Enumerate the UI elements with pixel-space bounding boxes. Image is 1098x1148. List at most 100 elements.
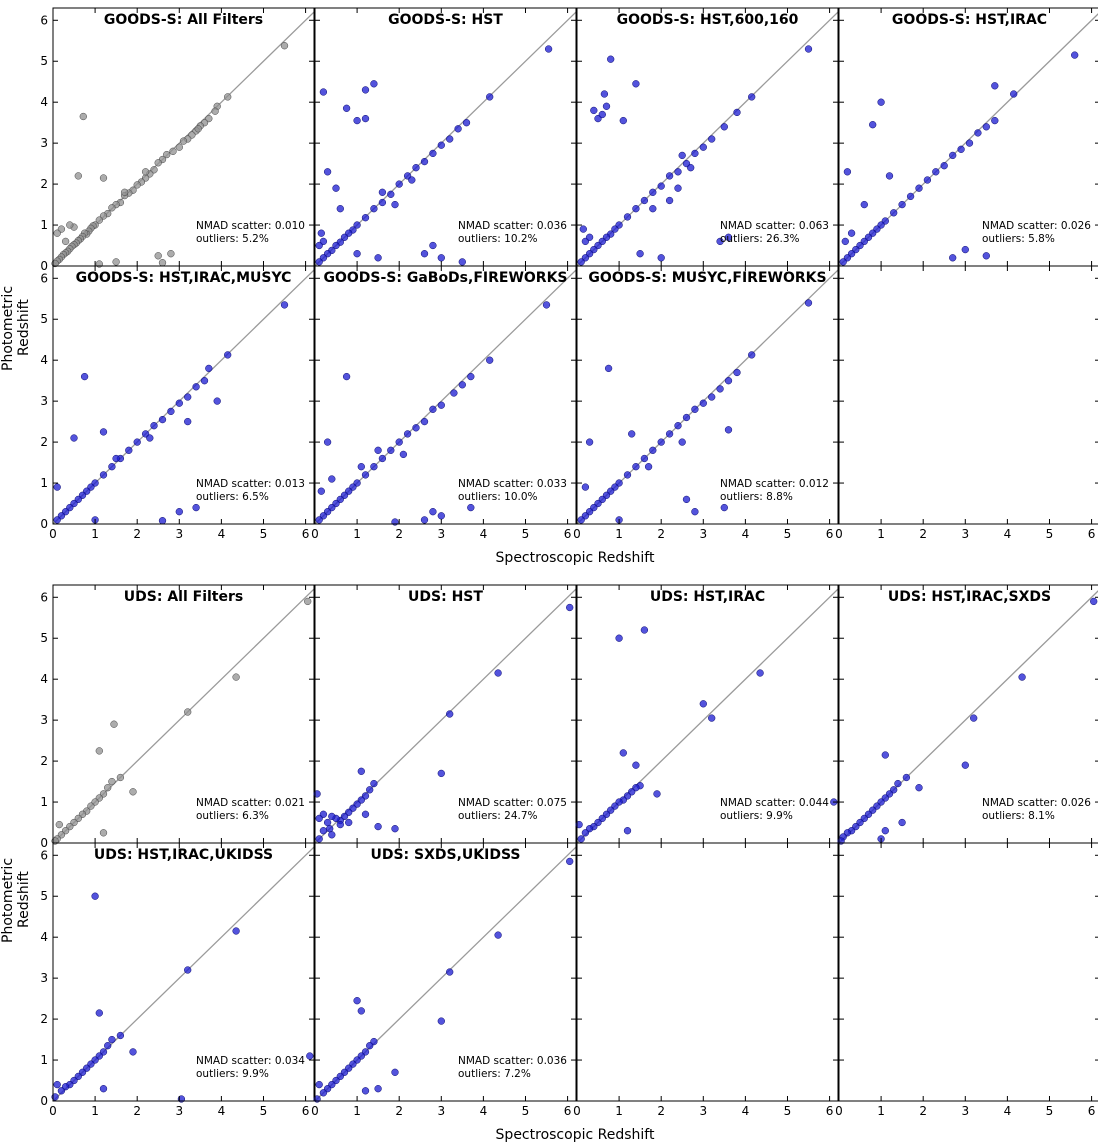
data-point xyxy=(110,720,118,728)
data-point xyxy=(133,181,141,189)
data-point xyxy=(623,827,632,835)
panel-frame xyxy=(576,842,839,1102)
data-point xyxy=(184,393,192,401)
data-point xyxy=(53,1080,61,1089)
data-point xyxy=(429,241,437,250)
data-point xyxy=(450,389,458,397)
uds-y-axis-label: Photometric Redshift xyxy=(0,857,32,943)
data-point xyxy=(1090,597,1098,606)
panel-title: GOODS-S: HST,IRAC,MUSYC xyxy=(76,270,292,286)
data-point xyxy=(53,516,61,524)
data-point xyxy=(615,634,623,642)
data-point xyxy=(125,446,133,454)
data-point xyxy=(129,788,137,796)
data-point xyxy=(429,149,437,158)
data-point xyxy=(99,829,108,837)
data-point xyxy=(99,428,108,436)
data-point xyxy=(915,784,923,792)
data-point xyxy=(387,190,395,198)
data-point xyxy=(353,221,361,229)
data-point xyxy=(353,997,361,1005)
data-point xyxy=(462,119,471,127)
data-point xyxy=(99,1085,108,1093)
x-tick-label: 3 xyxy=(437,1104,445,1118)
y-tick-label: 6 xyxy=(40,271,48,285)
panel-title: GOODS-S: All Filters xyxy=(104,12,263,28)
x-tick-label: 1 xyxy=(91,1104,99,1118)
x-tick-label: 1 xyxy=(877,527,885,541)
panel-title: GOODS-S: MUSYC,FIREWORKS xyxy=(588,270,826,286)
outliers-label: outliers: 8.8% xyxy=(720,491,793,503)
data-point xyxy=(395,180,403,188)
data-point xyxy=(619,116,627,125)
x-tick-label: 2 xyxy=(395,1104,403,1118)
data-point xyxy=(1010,90,1018,98)
data-point xyxy=(467,372,475,381)
data-point xyxy=(403,430,412,438)
y-tick-label: 0 xyxy=(40,1094,48,1108)
data-point xyxy=(70,434,78,442)
data-point xyxy=(748,351,756,359)
data-point xyxy=(361,471,370,479)
x-tick-label: 0 xyxy=(311,1104,319,1118)
data-point xyxy=(577,516,585,524)
data-point xyxy=(192,383,200,391)
y-tick-label: 6 xyxy=(40,848,48,862)
nmad-scatter-label: NMAD scatter: 0.036 xyxy=(458,220,567,232)
data-point xyxy=(566,857,574,866)
data-point xyxy=(99,174,108,182)
data-point xyxy=(841,237,849,246)
outliers-label: outliers: 6.3% xyxy=(196,810,269,822)
y-tick-label: 0 xyxy=(40,836,48,850)
data-point xyxy=(317,229,325,237)
data-point xyxy=(579,225,587,233)
data-point xyxy=(881,827,889,835)
data-point xyxy=(674,168,682,176)
x-tick-label: 4 xyxy=(480,527,488,541)
x-tick-label: 0 xyxy=(311,527,319,541)
data-point xyxy=(961,245,969,254)
data-point xyxy=(213,397,221,405)
data-point xyxy=(437,769,445,778)
data-point xyxy=(804,45,813,53)
x-tick-label: 3 xyxy=(175,1104,183,1118)
data-point xyxy=(361,810,370,818)
panel-title: UDS: HST,IRAC,UKIDSS xyxy=(94,847,273,863)
data-point xyxy=(691,405,699,413)
outliers-label: outliers: 8.1% xyxy=(982,810,1055,822)
y-tick-label: 5 xyxy=(40,631,48,645)
data-point xyxy=(315,835,323,843)
data-point xyxy=(847,229,856,237)
x-tick-label: 3 xyxy=(699,527,707,541)
data-point xyxy=(598,110,606,119)
x-tick-label: 4 xyxy=(1004,1104,1012,1118)
nmad-scatter-label: NMAD scatter: 0.044 xyxy=(720,797,829,809)
nmad-scatter-label: NMAD scatter: 0.026 xyxy=(982,797,1091,809)
outliers-label: outliers: 6.5% xyxy=(196,491,269,503)
y-tick-label: 6 xyxy=(40,13,48,27)
panel-7: 0 1 2 3 4 5 6 xyxy=(835,265,1098,541)
x-tick-label: 4 xyxy=(480,1104,488,1118)
data-point xyxy=(906,192,915,201)
data-point xyxy=(146,434,154,442)
y-tick-label: 3 xyxy=(40,713,48,727)
data-point xyxy=(494,669,502,677)
data-point xyxy=(108,204,116,212)
data-point xyxy=(150,422,158,430)
data-point xyxy=(632,463,640,471)
panel-title: GOODS-S: HST xyxy=(388,12,503,28)
x-tick-label: 5 xyxy=(784,527,792,541)
goods-x-axis-label: Spectroscopic Redshift xyxy=(495,550,655,566)
data-point xyxy=(611,225,619,233)
data-point xyxy=(949,151,957,160)
data-point xyxy=(682,495,691,504)
data-point xyxy=(315,1080,323,1089)
data-point xyxy=(437,1017,445,1025)
data-point xyxy=(446,135,454,143)
y-tick-label: 3 xyxy=(40,136,48,150)
x-tick-label: 2 xyxy=(657,1104,665,1118)
data-point xyxy=(361,1087,370,1095)
panel-4: 0 1 2 3 4 5 6 0 1 2 3 4 5 6 GOODS-S: HST,IRAC,MUSYC NMA… xyxy=(40,265,315,541)
outliers-label: outliers: 7.2% xyxy=(458,1068,531,1080)
